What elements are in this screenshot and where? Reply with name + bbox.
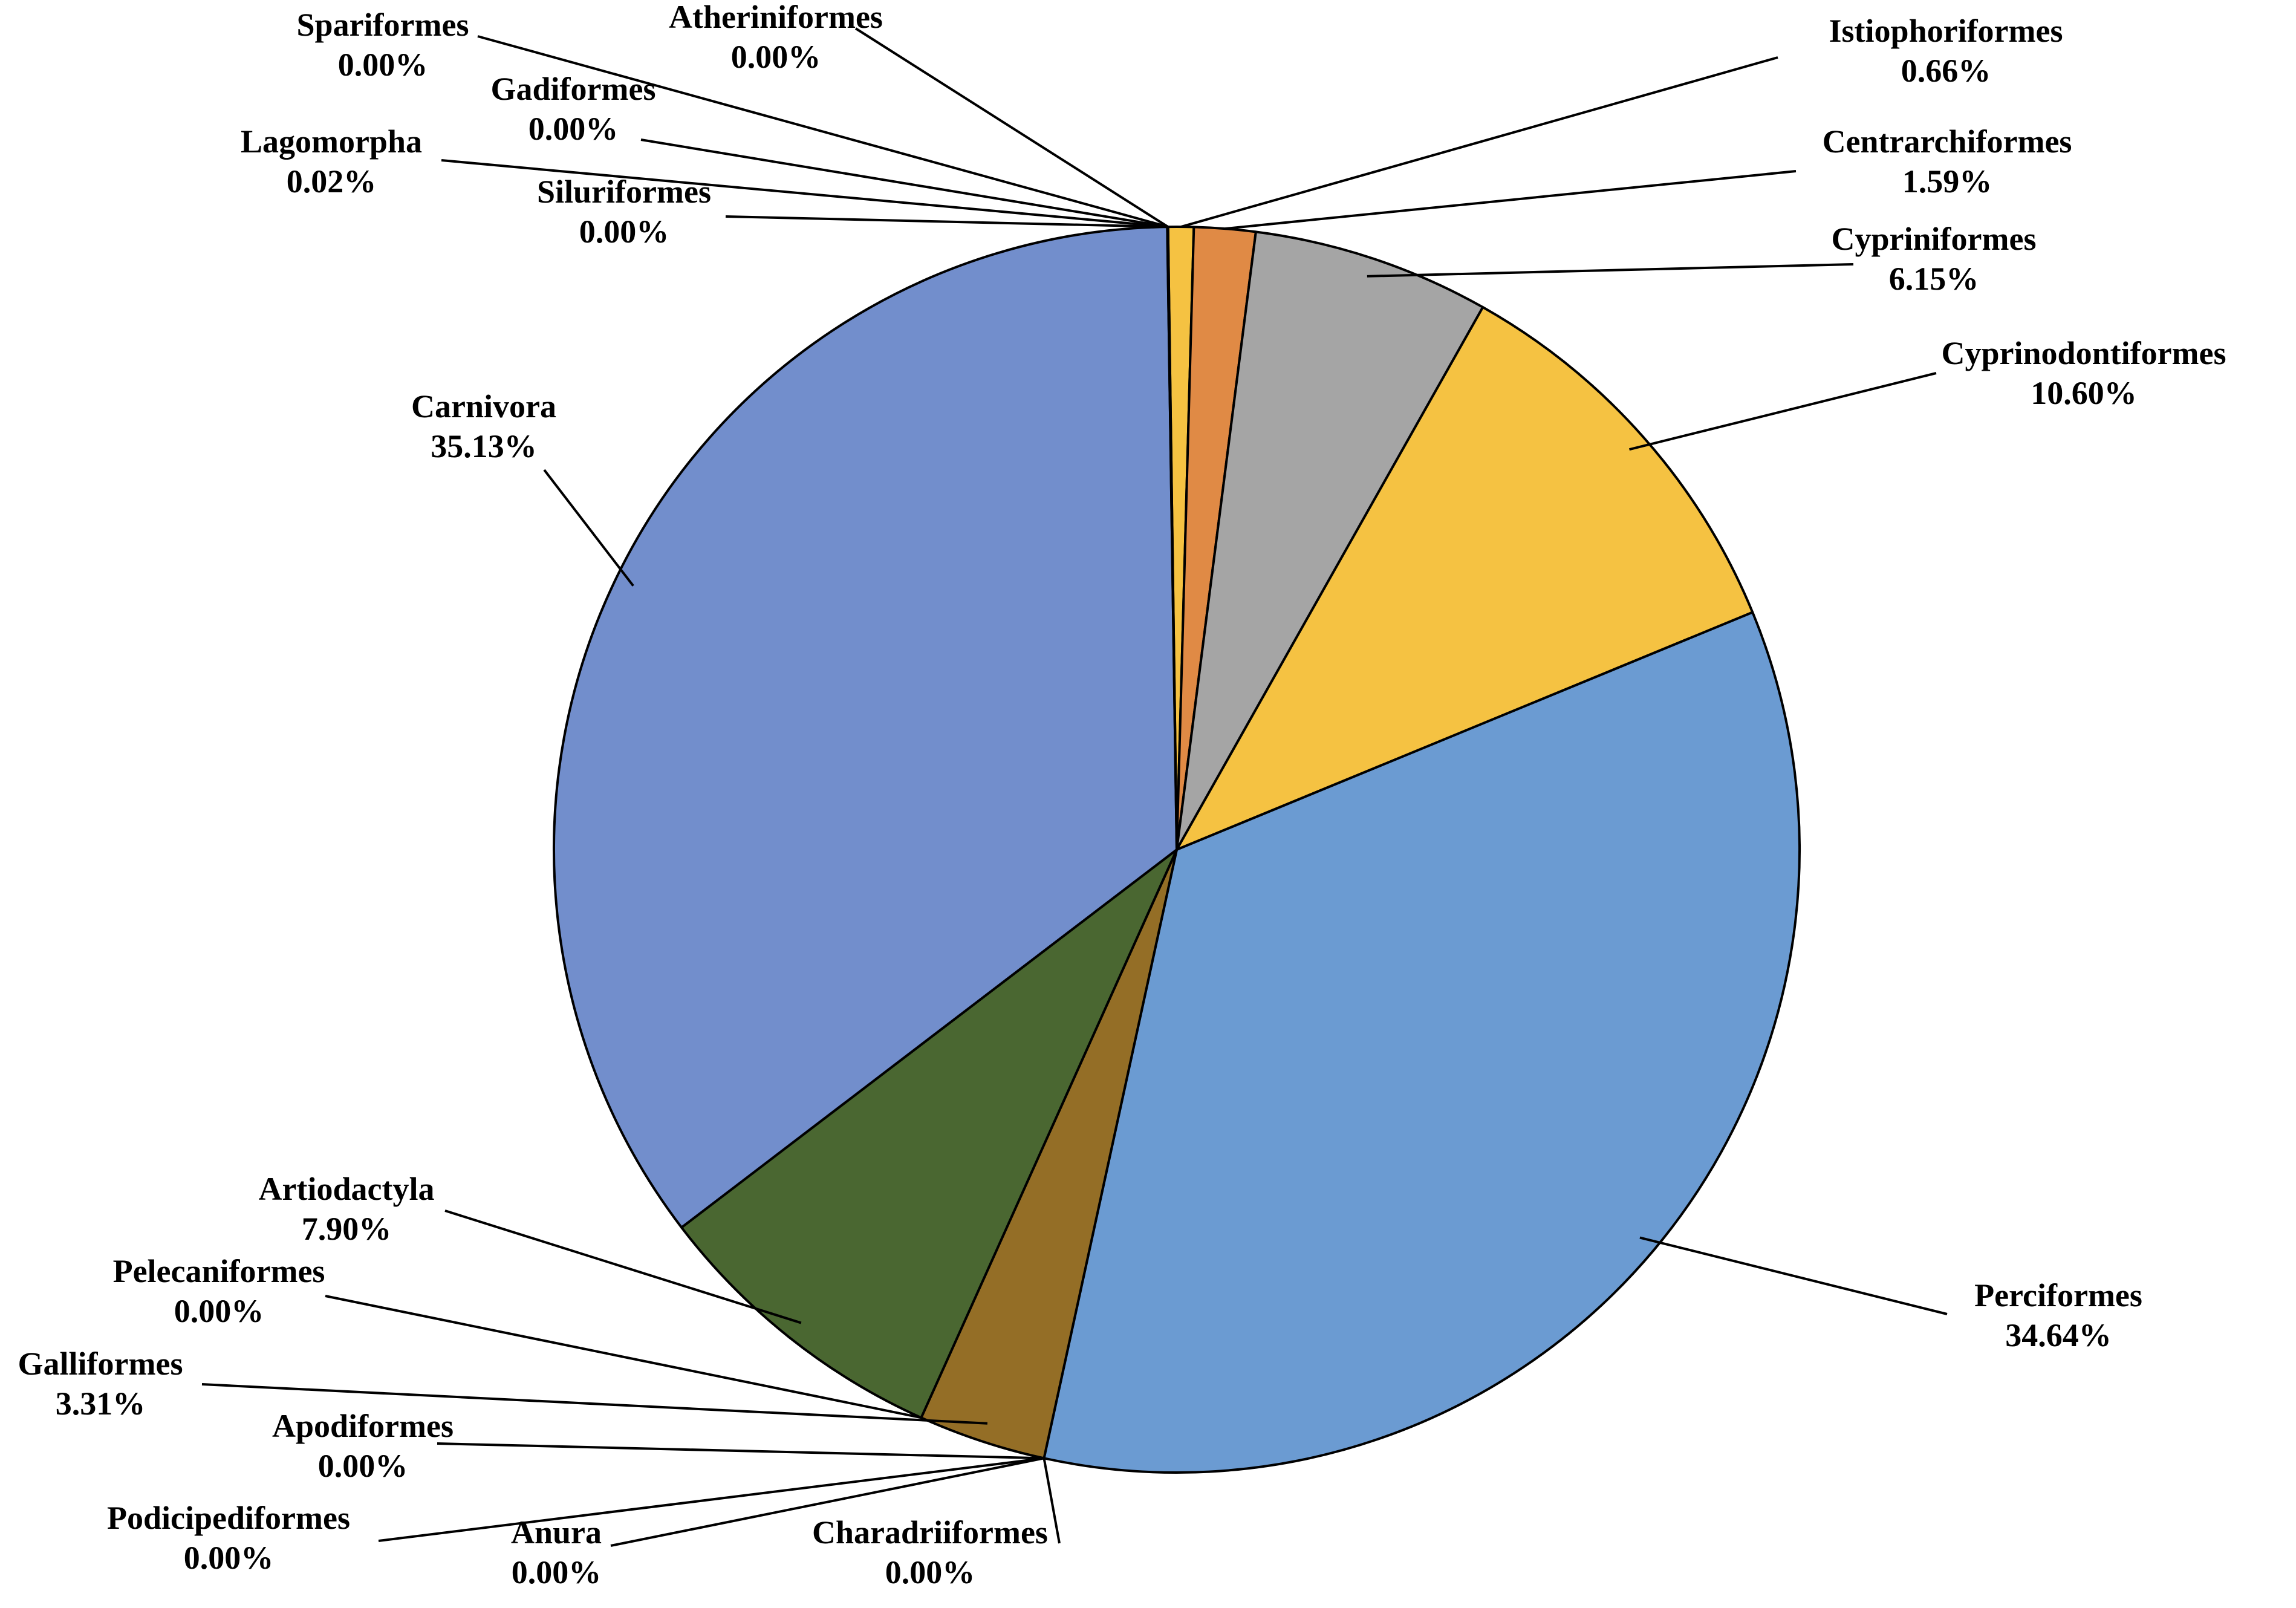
- leader-siluriformes: [725, 215, 1168, 229]
- label-value-perciformes: 34.64%: [2005, 1317, 2112, 1353]
- label-name-istiophoriformes: Istiophoriformes: [1829, 13, 2063, 49]
- label-name-apodiformes: Apodiformes: [272, 1408, 454, 1444]
- leader-lines: [201, 27, 1948, 1547]
- label-name-spariformes: Spariformes: [297, 7, 469, 43]
- slice-artiodactyla: [680, 848, 1178, 1419]
- label-value-lagomorpha: 0.02%: [287, 163, 377, 200]
- label-value-galliformes: 3.31%: [56, 1385, 146, 1422]
- label-name-galliformes: Galliformes: [18, 1346, 183, 1382]
- leader-cyprinodontiformes: [1629, 372, 1937, 451]
- label-name-siluriformes: Siluriformes: [537, 174, 711, 210]
- label-name-anura: Anura: [511, 1514, 602, 1551]
- slice-cypriniformes: [1176, 230, 1485, 851]
- slice-perciformes: [1042, 611, 1801, 1474]
- leader-spariformes: [477, 35, 1169, 229]
- leader-galliformes: [201, 1383, 988, 1425]
- leader-apodiformes: [437, 1442, 1044, 1460]
- label-name-perciformes: Perciformes: [1974, 1277, 2142, 1313]
- label-value-apodiformes: 0.00%: [318, 1448, 408, 1484]
- slice-carnivora: [553, 226, 1178, 1229]
- leader-charadriiformes: [1042, 1457, 1061, 1544]
- label-name-gadiformes: Gadiformes: [491, 71, 656, 107]
- leader-pelecaniformes: [325, 1295, 922, 1419]
- leader-centrarchiformes: [1224, 170, 1797, 230]
- leader-istiophoriformes: [1180, 56, 1778, 228]
- leader-lagomorpha: [441, 159, 1168, 229]
- label-value-cypriniformes: 6.15%: [1889, 261, 1979, 297]
- label-name-centrarchiformes: Centrarchiformes: [1823, 123, 2072, 160]
- leader-podicipediformes: [378, 1457, 1044, 1542]
- label-value-artiodactyla: 7.90%: [302, 1211, 392, 1247]
- label-value-centrarchiformes: 1.59%: [1902, 163, 1992, 200]
- label-value-istiophoriformes: 0.66%: [1901, 53, 1991, 89]
- label-value-podicipediformes: 0.00%: [184, 1540, 274, 1576]
- label-value-cyprinodontiformes: 10.60%: [2031, 375, 2137, 411]
- label-value-siluriformes: 0.00%: [579, 213, 669, 250]
- label-value-atheriniformes: 0.00%: [731, 39, 821, 75]
- leader-carnivora: [543, 469, 634, 587]
- label-name-atheriniformes: Atheriniformes: [669, 0, 883, 35]
- label-value-carnivora: 35.13%: [431, 428, 537, 464]
- label-name-lagomorpha: Lagomorpha: [241, 123, 422, 160]
- label-name-artiodactyla: Artiodactyla: [259, 1171, 435, 1207]
- leader-perciformes: [1639, 1236, 1948, 1315]
- label-value-charadriiformes: 0.00%: [885, 1554, 975, 1590]
- label-name-carnivora: Carnivora: [411, 388, 556, 425]
- label-value-pelecaniformes: 0.00%: [174, 1293, 264, 1329]
- leader-gadiformes: [640, 138, 1168, 229]
- slice-cyprinodontiformes: [1176, 306, 1754, 851]
- label-name-podicipediformes: Podicipediformes: [107, 1500, 350, 1536]
- leader-atheriniformes: [854, 27, 1169, 228]
- label-name-pelecaniformes: Pelecaniformes: [113, 1253, 325, 1289]
- label-value-anura: 0.00%: [512, 1554, 602, 1590]
- leader-anura: [610, 1457, 1044, 1547]
- label-value-spariformes: 0.00%: [338, 47, 428, 83]
- leader-cypriniformes: [1367, 263, 1854, 278]
- label-name-charadriiformes: Charadriiformes: [812, 1514, 1048, 1551]
- pie-slices: [553, 226, 1801, 1474]
- label-name-cyprinodontiformes: Cyprinodontiformes: [1942, 335, 2226, 371]
- label-name-cypriniformes: Cypriniformes: [1832, 221, 2037, 257]
- slice-labels: Atheriniformes 0.00% Istiophoriformes 0.66%…: [18, 0, 2226, 1590]
- label-value-gadiformes: 0.00%: [528, 111, 619, 147]
- leader-artiodactyla: [444, 1209, 802, 1324]
